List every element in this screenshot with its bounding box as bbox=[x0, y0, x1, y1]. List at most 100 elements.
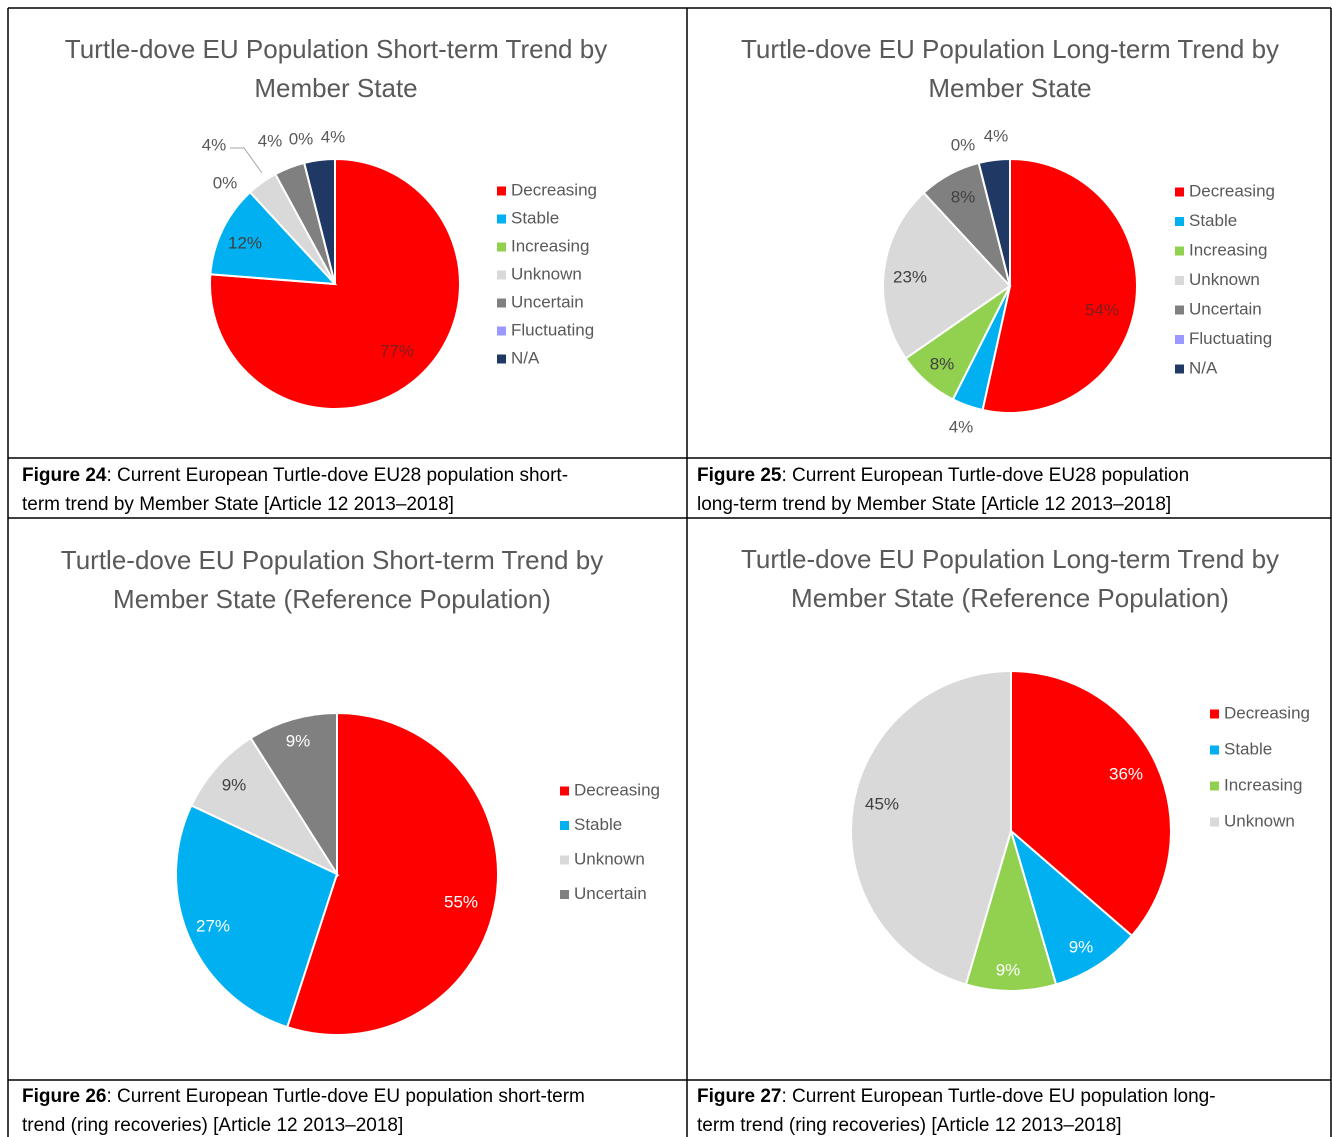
legend-swatch bbox=[497, 270, 506, 280]
legend-label: Uncertain bbox=[1189, 299, 1262, 318]
caption: Figure 27: Current European Turtle-dove … bbox=[697, 1086, 1216, 1107]
title-box: Turtle-dove EU Population Short-term Tre… bbox=[64, 34, 608, 103]
pie-slice bbox=[850, 669, 1012, 986]
chart-title: Turtle-dove EU Population Short-term Tre… bbox=[60, 545, 604, 614]
legend-swatch bbox=[497, 354, 506, 364]
data-label: 8% bbox=[930, 354, 955, 373]
caption: term trend (ring recoveries) [Article 12… bbox=[697, 1115, 1122, 1136]
caption: trend (ring recoveries) [Article 12 2013… bbox=[22, 1115, 403, 1136]
legend-label: Unknown bbox=[1189, 270, 1260, 289]
data-label: 4% bbox=[321, 127, 346, 146]
caption: long-term trend by Member State [Article… bbox=[697, 494, 1171, 515]
data-label: 9% bbox=[222, 775, 247, 794]
caption-label: Figure 25 bbox=[697, 465, 782, 486]
title-box: Turtle-dove EU Population Long-term Tren… bbox=[740, 544, 1280, 613]
legend-swatch bbox=[497, 326, 506, 336]
data-label: 0% bbox=[951, 135, 976, 154]
legend-label: Uncertain bbox=[574, 884, 647, 903]
legend-label: Increasing bbox=[1189, 240, 1267, 259]
caption: Figure 24: Current European Turtle-dove … bbox=[22, 465, 568, 486]
pie-slice bbox=[964, 827, 1058, 992]
legend-swatch bbox=[1175, 364, 1184, 374]
legend-swatch bbox=[560, 821, 569, 830]
data-label: 23% bbox=[893, 267, 927, 286]
title-box: Turtle-dove EU Population Long-term Tren… bbox=[740, 34, 1280, 103]
caption-text: : Current European Turtle-dove EU28 popu… bbox=[106, 465, 568, 486]
legend-label: Decreasing bbox=[1189, 181, 1275, 200]
legend-swatch bbox=[1175, 305, 1184, 315]
data-label: 4% bbox=[258, 131, 283, 150]
legend-swatch bbox=[1210, 817, 1219, 827]
legend-swatch bbox=[560, 890, 569, 899]
legend-label: Uncertain bbox=[511, 292, 584, 311]
legend-swatch bbox=[560, 855, 569, 865]
legend-swatch bbox=[1175, 335, 1184, 344]
data-label: 36% bbox=[1109, 764, 1143, 783]
legend-label: Unknown bbox=[574, 849, 645, 868]
legend-swatch bbox=[1210, 745, 1219, 755]
legend-label: Unknown bbox=[511, 264, 582, 283]
legend-label: Increasing bbox=[1224, 775, 1302, 794]
pie-slice bbox=[175, 804, 339, 1029]
caption-text: : Current European Turtle-dove EU popula… bbox=[106, 1086, 584, 1107]
leader-line bbox=[230, 147, 263, 174]
data-label: 27% bbox=[196, 916, 230, 935]
legend-swatch bbox=[560, 786, 569, 796]
legend-label: Increasing bbox=[511, 236, 589, 255]
data-label: 0% bbox=[213, 173, 238, 192]
caption-label: Figure 27 bbox=[697, 1086, 781, 1107]
legend-swatch bbox=[497, 214, 506, 224]
data-label: 9% bbox=[996, 960, 1021, 979]
data-label: 55% bbox=[444, 892, 478, 911]
legend-swatch bbox=[1210, 781, 1219, 791]
legend-label: Decreasing bbox=[511, 180, 597, 199]
legend-swatch bbox=[1175, 246, 1184, 256]
data-label: 45% bbox=[865, 794, 899, 813]
caption: term trend by Member State [Article 12 2… bbox=[22, 494, 454, 515]
legend-label: N/A bbox=[1189, 358, 1218, 377]
pie-slice bbox=[882, 191, 1012, 360]
legend-swatch bbox=[497, 298, 506, 308]
legend-swatch bbox=[1175, 187, 1184, 197]
legend-label: Stable bbox=[1189, 211, 1237, 230]
caption: Figure 26: Current European Turtle-dove … bbox=[22, 1086, 585, 1107]
legend-label: Decreasing bbox=[1224, 703, 1310, 722]
data-label: 8% bbox=[951, 187, 976, 206]
pie-slice bbox=[249, 711, 338, 878]
legend-label: Stable bbox=[574, 815, 622, 834]
data-label: 4% bbox=[984, 126, 1009, 145]
legend-swatch bbox=[1210, 709, 1219, 719]
data-label: 12% bbox=[228, 233, 262, 252]
legend-swatch bbox=[497, 242, 506, 252]
data-label: 4% bbox=[202, 135, 227, 154]
pie-slice bbox=[302, 157, 336, 285]
data-label: 77% bbox=[380, 341, 414, 360]
chart-title: Turtle-dove EU Population Short-term Tre… bbox=[64, 34, 608, 103]
legend-label: Stable bbox=[511, 208, 559, 227]
chart-title: Turtle-dove EU Population Long-term Tren… bbox=[740, 544, 1280, 613]
data-label: 9% bbox=[286, 731, 311, 750]
legend-label: Fluctuating bbox=[511, 320, 594, 339]
pie-slice bbox=[209, 157, 461, 410]
pie-slice bbox=[981, 157, 1138, 414]
table-borders bbox=[7, 7, 1332, 1137]
pie-slice bbox=[285, 711, 499, 1036]
legend-swatch bbox=[497, 186, 506, 196]
caption-label: Figure 26 bbox=[22, 1086, 106, 1107]
pie-slice bbox=[189, 736, 340, 877]
legend-label: Stable bbox=[1224, 739, 1272, 758]
pie-slice bbox=[1009, 828, 1134, 986]
chart-title: Turtle-dove EU Population Long-term Tren… bbox=[740, 34, 1280, 103]
legend-label: Decreasing bbox=[574, 780, 660, 799]
data-label: 4% bbox=[949, 417, 974, 436]
legend-swatch bbox=[1175, 276, 1184, 285]
caption: Figure 25: Current European Turtle-dove … bbox=[697, 465, 1189, 486]
title-box: Turtle-dove EU Population Short-term Tre… bbox=[60, 545, 604, 614]
caption-text: : Current European Turtle-dove EU popula… bbox=[781, 1086, 1215, 1107]
caption-text: : Current European Turtle-dove EU28 popu… bbox=[781, 465, 1189, 486]
legend-swatch bbox=[1175, 217, 1184, 226]
data-label: 0% bbox=[289, 129, 314, 148]
legend-label: Fluctuating bbox=[1189, 329, 1272, 348]
data-label: 9% bbox=[1069, 937, 1094, 956]
